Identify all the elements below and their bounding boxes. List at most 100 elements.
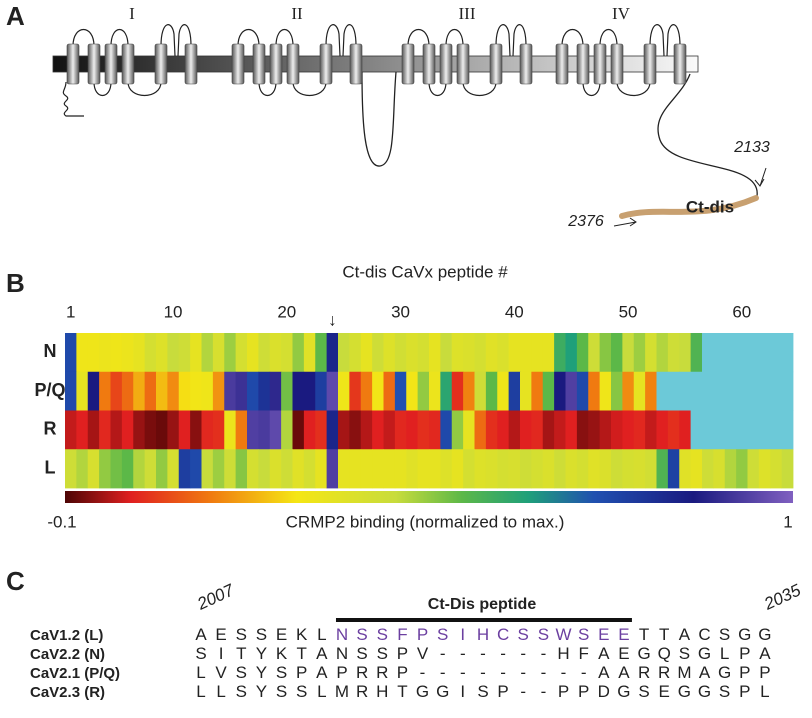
heatmap-cell [394, 410, 407, 450]
loop [292, 81, 327, 96]
heatmap-cell [247, 449, 259, 489]
annotation: ↓ [328, 310, 337, 329]
heatmap-cell [679, 333, 692, 373]
domain-label: II [291, 4, 303, 23]
heatmap-cell [497, 449, 510, 489]
heatmap-cell [417, 371, 430, 411]
heatmap-cell [429, 410, 441, 450]
c-terminus [657, 73, 758, 197]
segment [422, 43, 436, 85]
sequence-name: CaV2.3 (R) [30, 684, 105, 701]
panel-label: A [6, 1, 25, 31]
heatmap-cell [99, 410, 111, 450]
heatmap-cell [144, 371, 157, 411]
heatmap-cell [235, 371, 248, 411]
heatmap-cell [588, 333, 601, 373]
loop [561, 29, 584, 47]
heatmap-cell [315, 371, 328, 411]
x-axis-label: Ct-dis CaVx peptide # [342, 262, 508, 281]
loop [428, 81, 447, 97]
heatmap-cell [702, 449, 714, 489]
heatmap-cell [565, 371, 578, 411]
heatmap-cell [372, 410, 384, 450]
heatmap-cell [724, 449, 737, 489]
heatmap-cell [110, 371, 123, 411]
heatmap-cell [417, 333, 430, 373]
heatmap-cell [144, 410, 157, 450]
heatmap-cell [372, 371, 384, 411]
empty-cell [702, 410, 714, 450]
loop [582, 81, 601, 97]
heatmap-cell [747, 449, 760, 489]
heatmap-cell [315, 449, 328, 489]
loop [93, 81, 112, 97]
heatmap-cell [224, 371, 237, 411]
heatmap-cell [303, 371, 316, 411]
heatmap-cell [599, 333, 612, 373]
domain-label: IV [612, 4, 631, 23]
pore-loop [325, 24, 357, 57]
heatmap-cell [485, 333, 498, 373]
segment [121, 43, 135, 85]
heatmap-cell [235, 333, 248, 373]
heatmap-cell [531, 410, 544, 450]
residue-label: 2133 [733, 139, 770, 156]
heatmap-cell [349, 449, 362, 489]
segment [269, 43, 283, 85]
loop [462, 81, 497, 96]
heatmap-cell [99, 333, 111, 373]
heatmap-cell [440, 371, 453, 411]
heatmap-cell [65, 371, 77, 411]
heatmap-cell [520, 333, 532, 373]
heatmap-cell [429, 449, 441, 489]
heatmap-cell [292, 333, 305, 373]
heatmap-cell [429, 371, 441, 411]
heatmap-cell [315, 410, 328, 450]
segment [576, 43, 590, 85]
x-tick-label: 60 [732, 302, 751, 321]
arrow [613, 217, 637, 227]
sequence-name: CaV2.1 (P/Q) [30, 665, 120, 682]
colorbar [65, 491, 793, 503]
heatmap-cell [497, 333, 510, 373]
heatmap-cell [633, 371, 646, 411]
heatmap-cell [485, 449, 498, 489]
heatmap-cell [360, 333, 373, 373]
heatmap-cell [451, 410, 464, 450]
heatmap-cell [576, 333, 589, 373]
heatmap-cell [87, 371, 100, 411]
heatmap-cell [212, 333, 225, 373]
segment [643, 43, 657, 85]
heatmap-cell [542, 449, 555, 489]
heatmap-cell [212, 410, 225, 450]
segment [286, 43, 300, 85]
heatmap-cell [440, 410, 453, 450]
empty-cell [690, 410, 703, 450]
heatmap-cell [292, 410, 305, 450]
empty-cell [770, 410, 783, 450]
heatmap-cell [201, 449, 214, 489]
heatmap-cell [156, 371, 168, 411]
heatmap-cell [144, 333, 157, 373]
empty-cell [758, 410, 771, 450]
empty-cell [702, 333, 714, 373]
heatmap-cell [508, 410, 521, 450]
heatmap-cell [599, 410, 612, 450]
heatmap-cell [167, 410, 180, 450]
heatmap-cell [269, 371, 282, 411]
heatmap-cell [599, 449, 612, 489]
heatmap-cell [633, 410, 646, 450]
heatmap-cell [99, 371, 111, 411]
empty-cell [781, 333, 794, 373]
row-label: N [44, 341, 57, 361]
heatmap-cell [690, 333, 703, 373]
heatmap-cell [588, 410, 601, 450]
heatmap-cell [440, 333, 453, 373]
x-tick-label: 10 [164, 302, 183, 321]
heatmap-cell [144, 449, 157, 489]
heatmap-cell [201, 371, 214, 411]
empty-cell [770, 333, 783, 373]
heatmap-cell [520, 410, 532, 450]
empty-cell [724, 333, 737, 373]
